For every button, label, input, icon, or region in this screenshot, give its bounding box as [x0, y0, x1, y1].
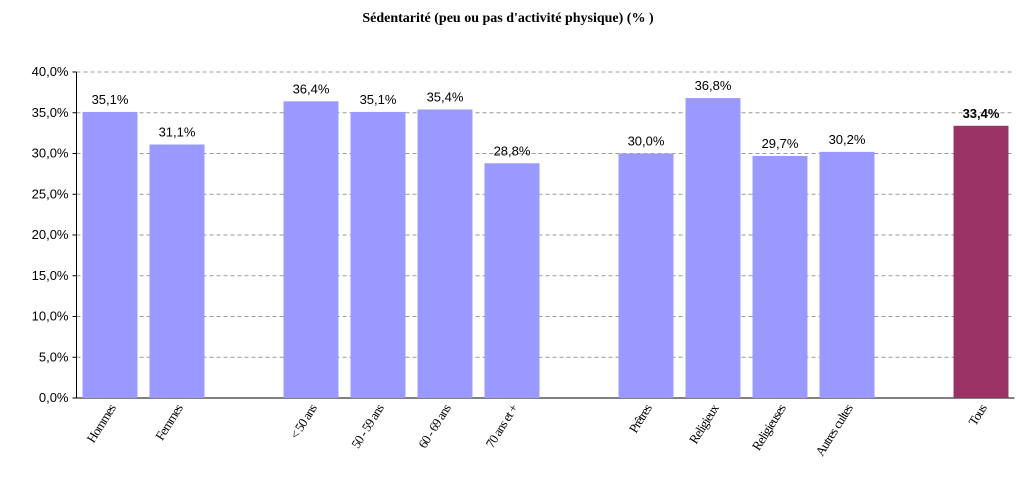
bar [953, 125, 1009, 398]
x-tick-label: Religieuses [749, 401, 789, 453]
chart-title: Sédentarité (peu ou pas d'activité physi… [362, 11, 654, 26]
bar [752, 155, 808, 398]
value-label: 33,4% [963, 106, 1000, 121]
x-tick-label: 60 - 69 ans [415, 401, 454, 451]
value-label: 28,8% [494, 143, 531, 158]
y-tick-label: 35,0% [32, 105, 69, 120]
y-tick-label: 10,0% [32, 309, 69, 324]
y-tick-label: 25,0% [32, 186, 69, 201]
y-tick-label: 20,0% [32, 227, 69, 242]
bar [685, 98, 741, 398]
value-label: 35,1% [360, 92, 397, 107]
value-label: 30,2% [829, 132, 866, 147]
x-tick-label: Femmes [152, 401, 186, 443]
x-tick-label: Autres cultes [812, 401, 856, 459]
y-tick-label: 0,0% [39, 390, 69, 405]
value-label: 36,8% [695, 78, 732, 93]
value-label: 30,0% [628, 134, 665, 149]
x-tick-label: 70 ans et + [482, 401, 520, 450]
value-label: 35,1% [92, 92, 129, 107]
bar [484, 163, 540, 398]
x-tick-label: Tous [965, 401, 990, 428]
x-tick-label: Religieux [686, 401, 722, 447]
x-tick-label: 50 - 59 ans [348, 401, 387, 451]
bar [350, 111, 406, 398]
x-tick-label: Hommes [83, 401, 118, 445]
bar [417, 109, 473, 399]
y-tick-label: 15,0% [32, 268, 69, 283]
y-tick-label: 5,0% [39, 349, 69, 364]
value-label: 29,7% [762, 136, 799, 151]
value-label: 31,1% [159, 125, 196, 140]
bar [283, 101, 339, 398]
y-tick-label: 40,0% [32, 64, 69, 79]
bar [819, 151, 875, 398]
value-label: 36,4% [293, 81, 330, 96]
x-tick-label: Prêtres [626, 401, 655, 435]
value-label: 35,4% [427, 89, 464, 104]
x-tick-label: < 50 ans [287, 401, 320, 442]
bar [82, 111, 138, 398]
y-tick-label: 30,0% [32, 146, 69, 161]
bar [618, 153, 674, 398]
bar [149, 144, 205, 398]
